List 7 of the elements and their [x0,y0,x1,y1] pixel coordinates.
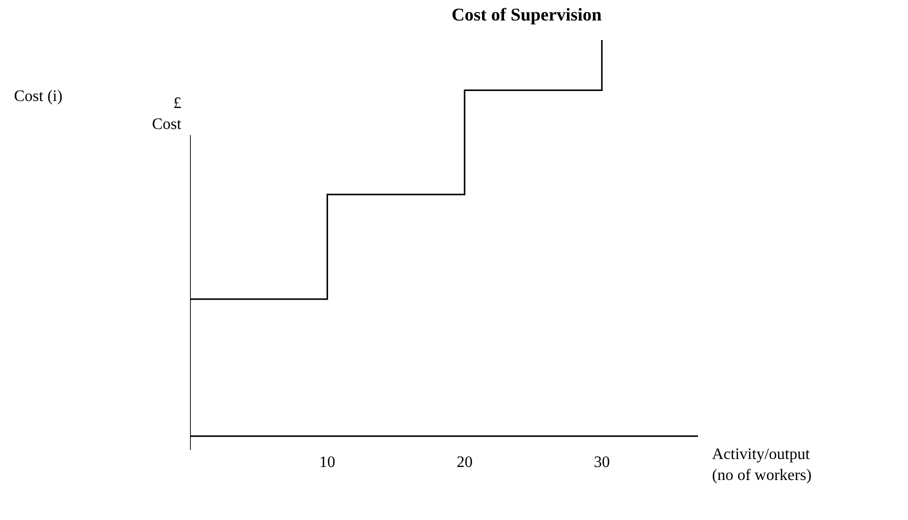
x-tick-label: 20 [456,454,473,471]
x-tick-label: 30 [594,454,610,471]
x-tick-label: 10 [319,454,336,471]
text: Cost (i) [14,88,62,105]
chart-title: Cost of Supervision [452,4,602,24]
x-axis-title: Activity/output (no of workers) [712,446,812,484]
y-axis-title: £ Cost [152,95,182,133]
